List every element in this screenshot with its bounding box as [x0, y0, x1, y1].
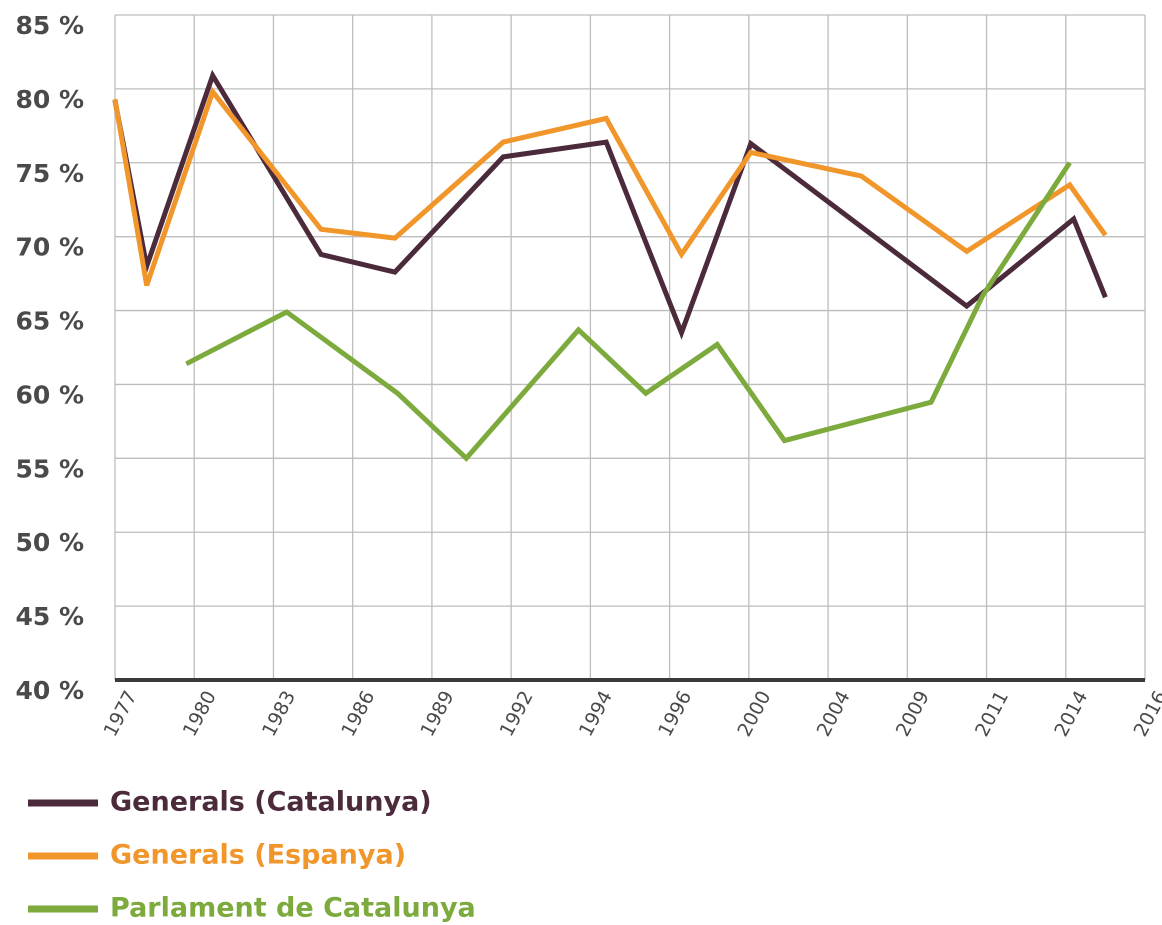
x-tick-label: 2000 — [733, 687, 775, 740]
y-tick-label: 70 % — [15, 233, 84, 262]
x-tick-label: 1977 — [99, 687, 141, 740]
series-line — [112, 86, 1108, 287]
x-tick-label: 2016 — [1129, 687, 1162, 740]
x-tick-label: 1992 — [496, 687, 538, 740]
y-tick-label: 65 % — [15, 307, 84, 336]
y-tick-label: 40 % — [15, 676, 84, 705]
x-tick-label: 2004 — [813, 687, 855, 740]
y-tick-label: 45 % — [15, 602, 84, 631]
x-tick-label: 1980 — [179, 687, 221, 740]
x-tick-label: 2009 — [892, 687, 934, 740]
x-tick-label: 1983 — [258, 687, 300, 740]
y-tick-label: 55 % — [15, 454, 84, 483]
legend-label: Generals (Espanya) — [110, 840, 406, 871]
x-tick-label: 2014 — [1050, 687, 1092, 740]
x-tick-label: 1994 — [575, 687, 617, 740]
series-line — [185, 161, 1072, 462]
y-tick-label: 60 % — [15, 380, 84, 409]
x-tick-label: 1996 — [654, 687, 696, 740]
y-tick-label: 50 % — [15, 528, 84, 557]
y-tick-label: 75 % — [15, 159, 84, 188]
legend-label: Parlament de Catalunya — [110, 893, 476, 924]
y-tick-label: 85 % — [15, 11, 84, 40]
legend-label: Generals (Catalunya) — [110, 787, 432, 818]
x-tick-label: 1989 — [416, 687, 458, 740]
x-tick-label: 2011 — [971, 687, 1013, 740]
series-line — [112, 69, 1108, 340]
x-tick-label: 1986 — [337, 687, 379, 740]
y-tick-label: 80 % — [15, 85, 84, 114]
